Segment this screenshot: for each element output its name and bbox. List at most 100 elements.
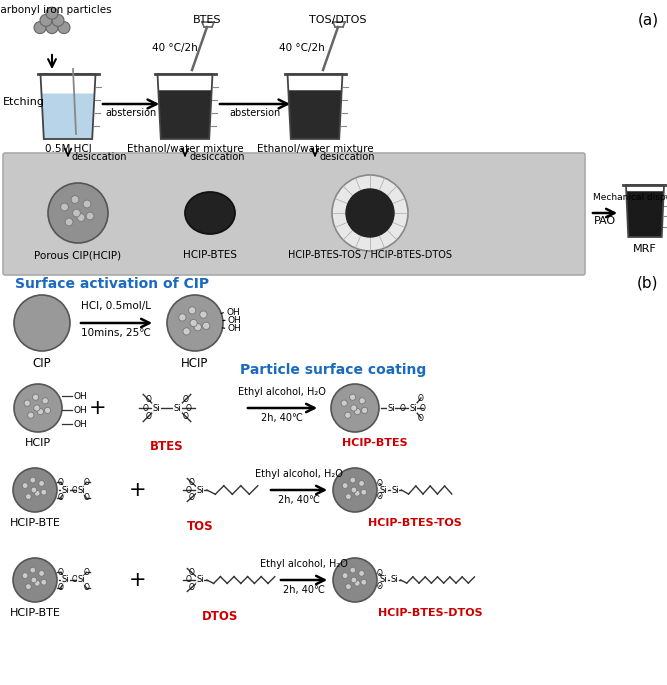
Circle shape — [73, 209, 81, 217]
Text: OH: OH — [74, 392, 88, 401]
Text: O: O — [377, 492, 383, 501]
Text: 40 °C/2h: 40 °C/2h — [279, 43, 325, 53]
Text: desiccation: desiccation — [189, 152, 245, 162]
Text: O: O — [189, 478, 195, 487]
Circle shape — [30, 477, 35, 483]
Text: desiccation: desiccation — [319, 152, 374, 162]
Text: HCIP-BTE: HCIP-BTE — [9, 608, 61, 618]
Text: +: + — [89, 398, 107, 418]
Circle shape — [354, 580, 360, 586]
Text: O: O — [189, 583, 195, 592]
Text: HCIP-BTES-TOS / HCIP-BTES-DTOS: HCIP-BTES-TOS / HCIP-BTES-DTOS — [288, 250, 452, 260]
Text: O: O — [186, 575, 192, 584]
Circle shape — [24, 400, 30, 406]
Text: Particle surface coating: Particle surface coating — [240, 363, 426, 377]
Text: HCIP: HCIP — [181, 357, 209, 370]
Circle shape — [345, 412, 351, 419]
Text: O: O — [145, 412, 151, 421]
Circle shape — [39, 481, 45, 486]
Text: HCIP-BTES: HCIP-BTES — [342, 438, 408, 448]
Text: desiccation: desiccation — [72, 152, 127, 162]
Text: TOS/DTOS: TOS/DTOS — [309, 15, 367, 25]
Circle shape — [22, 483, 28, 488]
Polygon shape — [626, 191, 664, 237]
Text: Ethyl alcohol, H₂O: Ethyl alcohol, H₂O — [255, 469, 343, 479]
Circle shape — [42, 398, 48, 404]
Text: HCIP-BTE: HCIP-BTE — [9, 518, 61, 528]
Circle shape — [361, 489, 367, 495]
Circle shape — [361, 580, 367, 585]
Text: O: O — [58, 568, 63, 577]
Circle shape — [14, 295, 70, 351]
Text: Si: Si — [409, 403, 417, 412]
Text: +: + — [129, 480, 147, 500]
Text: Si: Si — [391, 575, 398, 584]
Text: O: O — [83, 583, 89, 592]
Text: Si: Si — [380, 575, 388, 584]
Text: O: O — [71, 575, 77, 584]
Polygon shape — [158, 90, 211, 139]
FancyBboxPatch shape — [3, 153, 585, 275]
Text: O: O — [145, 395, 151, 404]
Circle shape — [346, 584, 352, 590]
Circle shape — [22, 573, 28, 578]
Text: Ethyl alcohol, H₂O: Ethyl alcohol, H₂O — [238, 387, 326, 397]
Circle shape — [333, 558, 377, 602]
Circle shape — [359, 481, 364, 486]
Circle shape — [331, 384, 379, 432]
Text: HCIP: HCIP — [25, 438, 51, 448]
Text: 2h, 40℃: 2h, 40℃ — [283, 585, 325, 595]
Circle shape — [61, 203, 69, 211]
Text: MRF: MRF — [633, 244, 657, 254]
Circle shape — [179, 314, 186, 321]
Circle shape — [25, 494, 31, 499]
Circle shape — [45, 408, 51, 414]
Text: abstersion: abstersion — [229, 108, 281, 118]
Text: Ethanol/water mixture: Ethanol/water mixture — [257, 144, 374, 154]
Text: O: O — [418, 414, 424, 423]
Circle shape — [33, 394, 39, 400]
Circle shape — [194, 323, 201, 331]
Circle shape — [48, 183, 108, 243]
Text: O: O — [183, 395, 189, 404]
Text: O: O — [183, 412, 189, 421]
Text: Si: Si — [153, 403, 161, 412]
Text: Si: Si — [196, 575, 204, 584]
Text: DTOS: DTOS — [202, 610, 238, 623]
Circle shape — [333, 468, 377, 512]
Circle shape — [351, 577, 357, 583]
Text: BTES: BTES — [150, 440, 184, 453]
Circle shape — [350, 477, 356, 483]
Text: Si: Si — [77, 486, 85, 495]
Circle shape — [39, 571, 45, 576]
Text: OH: OH — [228, 316, 241, 325]
Text: Porous CIP(HCIP): Porous CIP(HCIP) — [35, 250, 121, 260]
Circle shape — [33, 405, 40, 411]
Text: Si: Si — [77, 575, 85, 584]
Text: HCIP-BTES-DTOS: HCIP-BTES-DTOS — [378, 608, 482, 618]
Circle shape — [14, 384, 62, 432]
Circle shape — [40, 14, 52, 27]
Circle shape — [46, 8, 58, 19]
Circle shape — [189, 307, 196, 314]
Text: OH: OH — [74, 419, 88, 429]
Circle shape — [332, 175, 408, 251]
Circle shape — [31, 487, 37, 493]
Text: Ethyl alcohol, H₂O: Ethyl alcohol, H₂O — [260, 559, 348, 569]
Text: Si: Si — [62, 486, 69, 495]
Text: CIP: CIP — [33, 357, 51, 370]
Text: O: O — [400, 403, 406, 412]
Ellipse shape — [185, 192, 235, 234]
Text: O: O — [58, 583, 63, 592]
Circle shape — [350, 567, 356, 573]
Circle shape — [86, 212, 94, 220]
Circle shape — [30, 567, 35, 573]
Text: (b): (b) — [637, 275, 659, 290]
Text: O: O — [377, 569, 383, 578]
Circle shape — [27, 412, 34, 419]
Circle shape — [190, 319, 197, 327]
Circle shape — [77, 214, 85, 221]
Text: Si: Si — [173, 403, 181, 412]
Circle shape — [41, 489, 47, 495]
Text: Carbonyl iron particles: Carbonyl iron particles — [0, 5, 111, 15]
